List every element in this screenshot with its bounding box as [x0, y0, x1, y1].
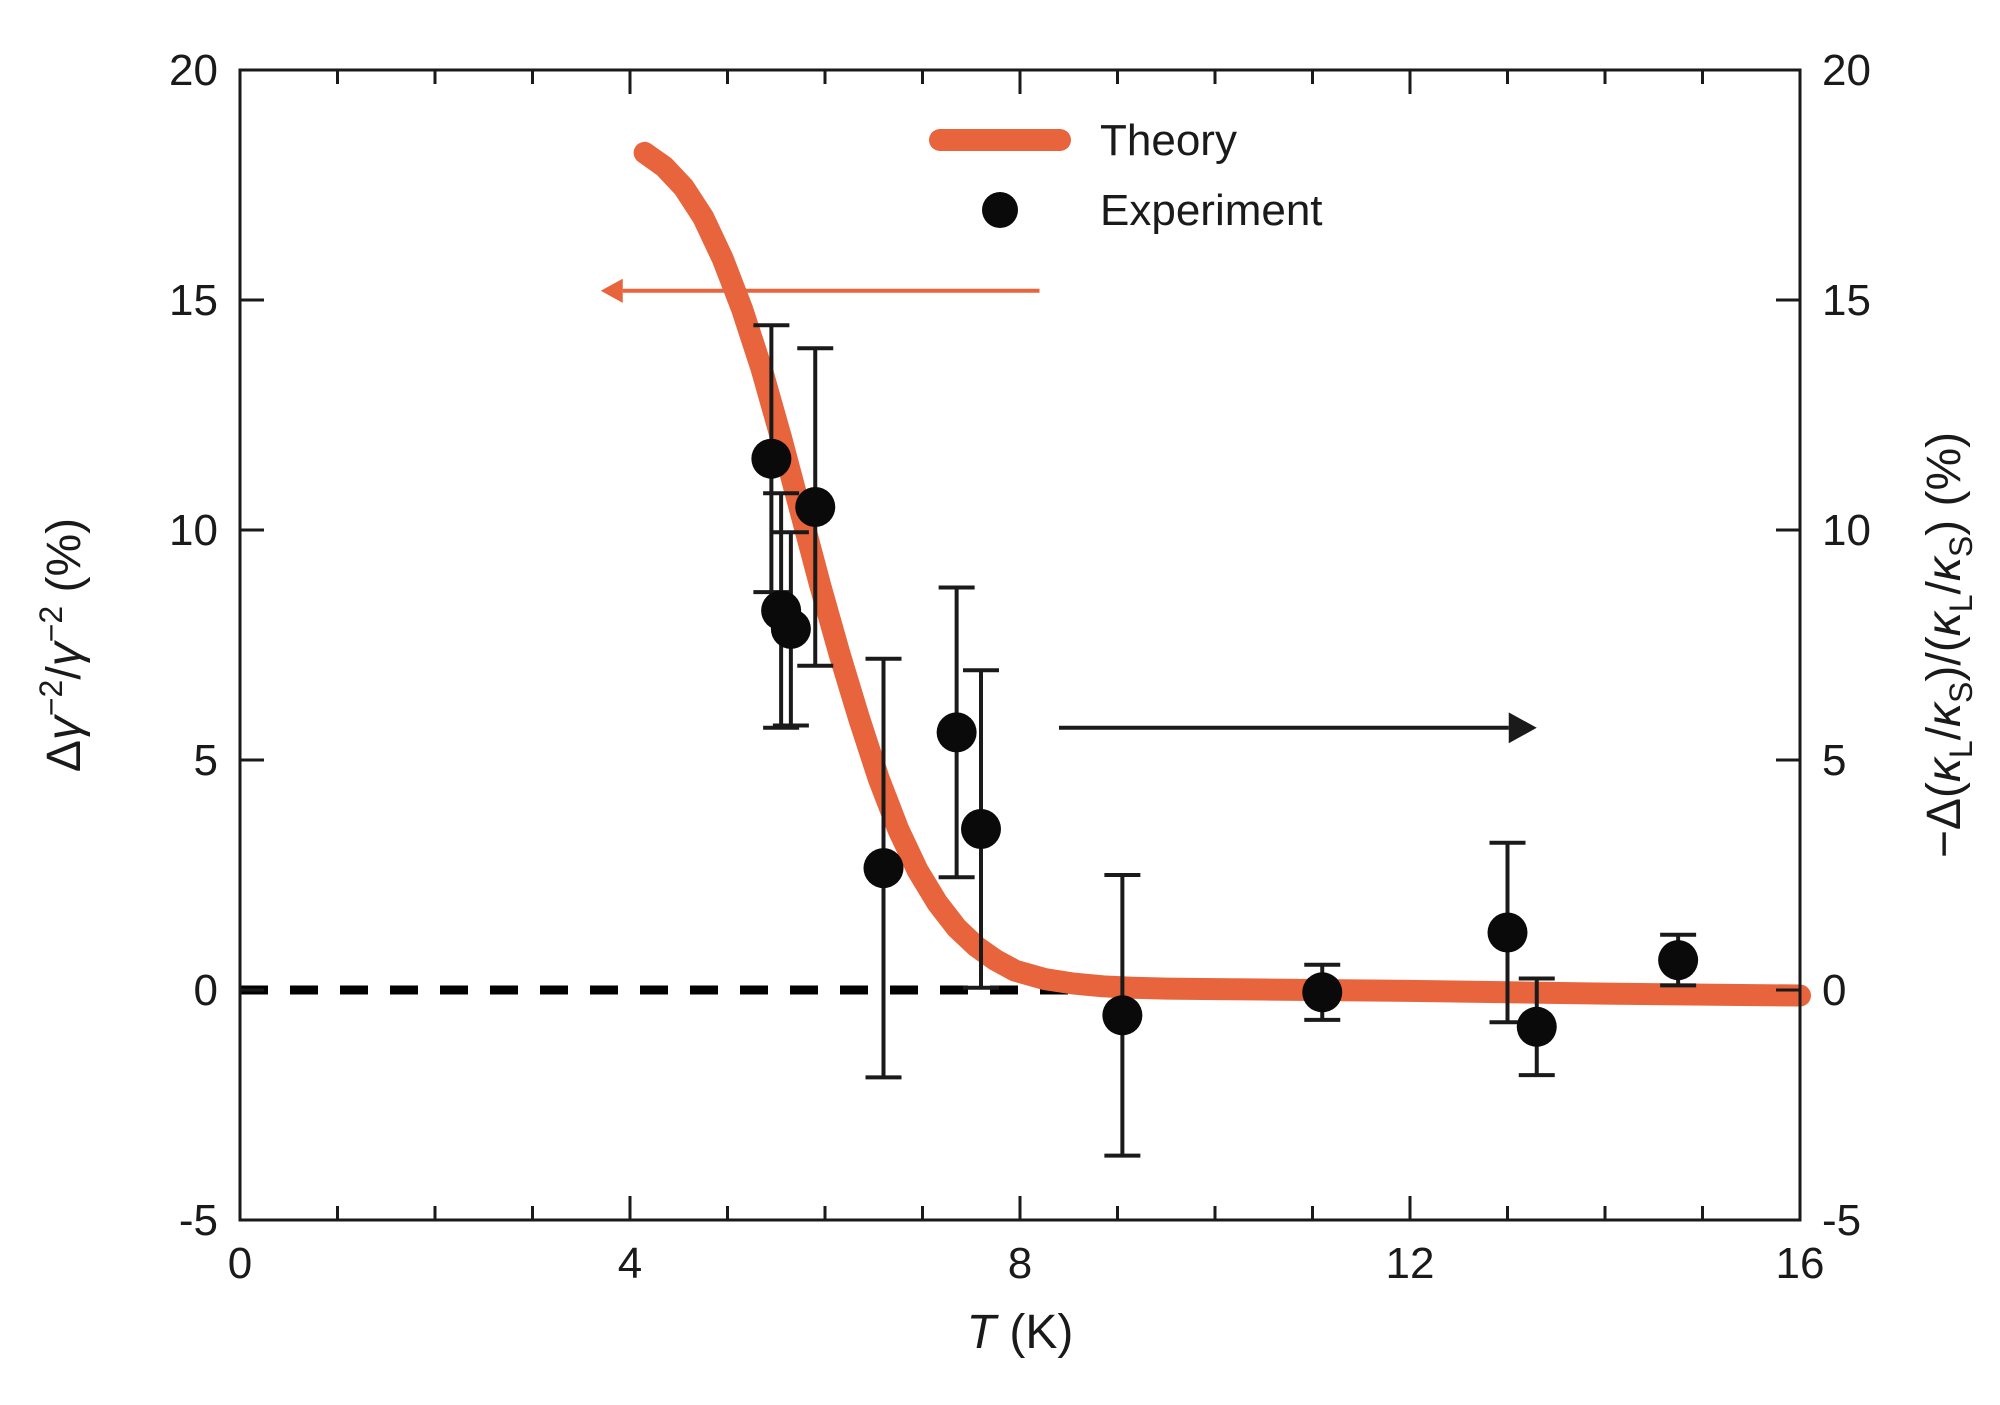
x-axis-label: T (K)	[967, 1306, 1074, 1359]
data-point	[937, 712, 977, 752]
svg-text:-5: -5	[1822, 1196, 1861, 1245]
svg-text:4: 4	[618, 1239, 642, 1288]
svg-text:0: 0	[1822, 966, 1846, 1015]
chart-svg: 0481216-505101520-505101520T (K)Δγ−2/γ−2…	[0, 0, 2000, 1405]
svg-text:20: 20	[1822, 46, 1871, 95]
svg-text:10: 10	[169, 506, 218, 555]
svg-text:16: 16	[1776, 1239, 1825, 1288]
data-point	[1517, 1007, 1557, 1047]
y-right-axis-label: −Δ(κL/κS)/(κL/κS) (%)	[1918, 432, 1979, 858]
svg-text:20: 20	[169, 46, 218, 95]
svg-text:Theory: Theory	[1100, 116, 1237, 165]
svg-text:5: 5	[1822, 736, 1846, 785]
svg-text:10: 10	[1822, 506, 1871, 555]
data-point	[795, 487, 835, 527]
data-point	[1488, 913, 1528, 953]
data-point	[751, 439, 791, 479]
data-point	[864, 848, 904, 888]
svg-text:15: 15	[169, 276, 218, 325]
svg-text:5: 5	[194, 736, 218, 785]
svg-text:0: 0	[228, 1239, 252, 1288]
svg-text:12: 12	[1386, 1239, 1435, 1288]
svg-text:Experiment: Experiment	[1100, 186, 1323, 235]
chart-container: 0481216-505101520-505101520T (K)Δγ−2/γ−2…	[0, 0, 2000, 1405]
svg-text:0: 0	[194, 966, 218, 1015]
data-point	[1302, 972, 1342, 1012]
data-point	[1658, 940, 1698, 980]
svg-text:15: 15	[1822, 276, 1871, 325]
svg-text:8: 8	[1008, 1239, 1032, 1288]
y-left-axis-label: Δγ−2/γ−2 (%)	[33, 518, 91, 772]
data-point	[961, 809, 1001, 849]
svg-text:-5: -5	[179, 1196, 218, 1245]
data-point	[1102, 995, 1142, 1035]
data-point	[771, 609, 811, 649]
